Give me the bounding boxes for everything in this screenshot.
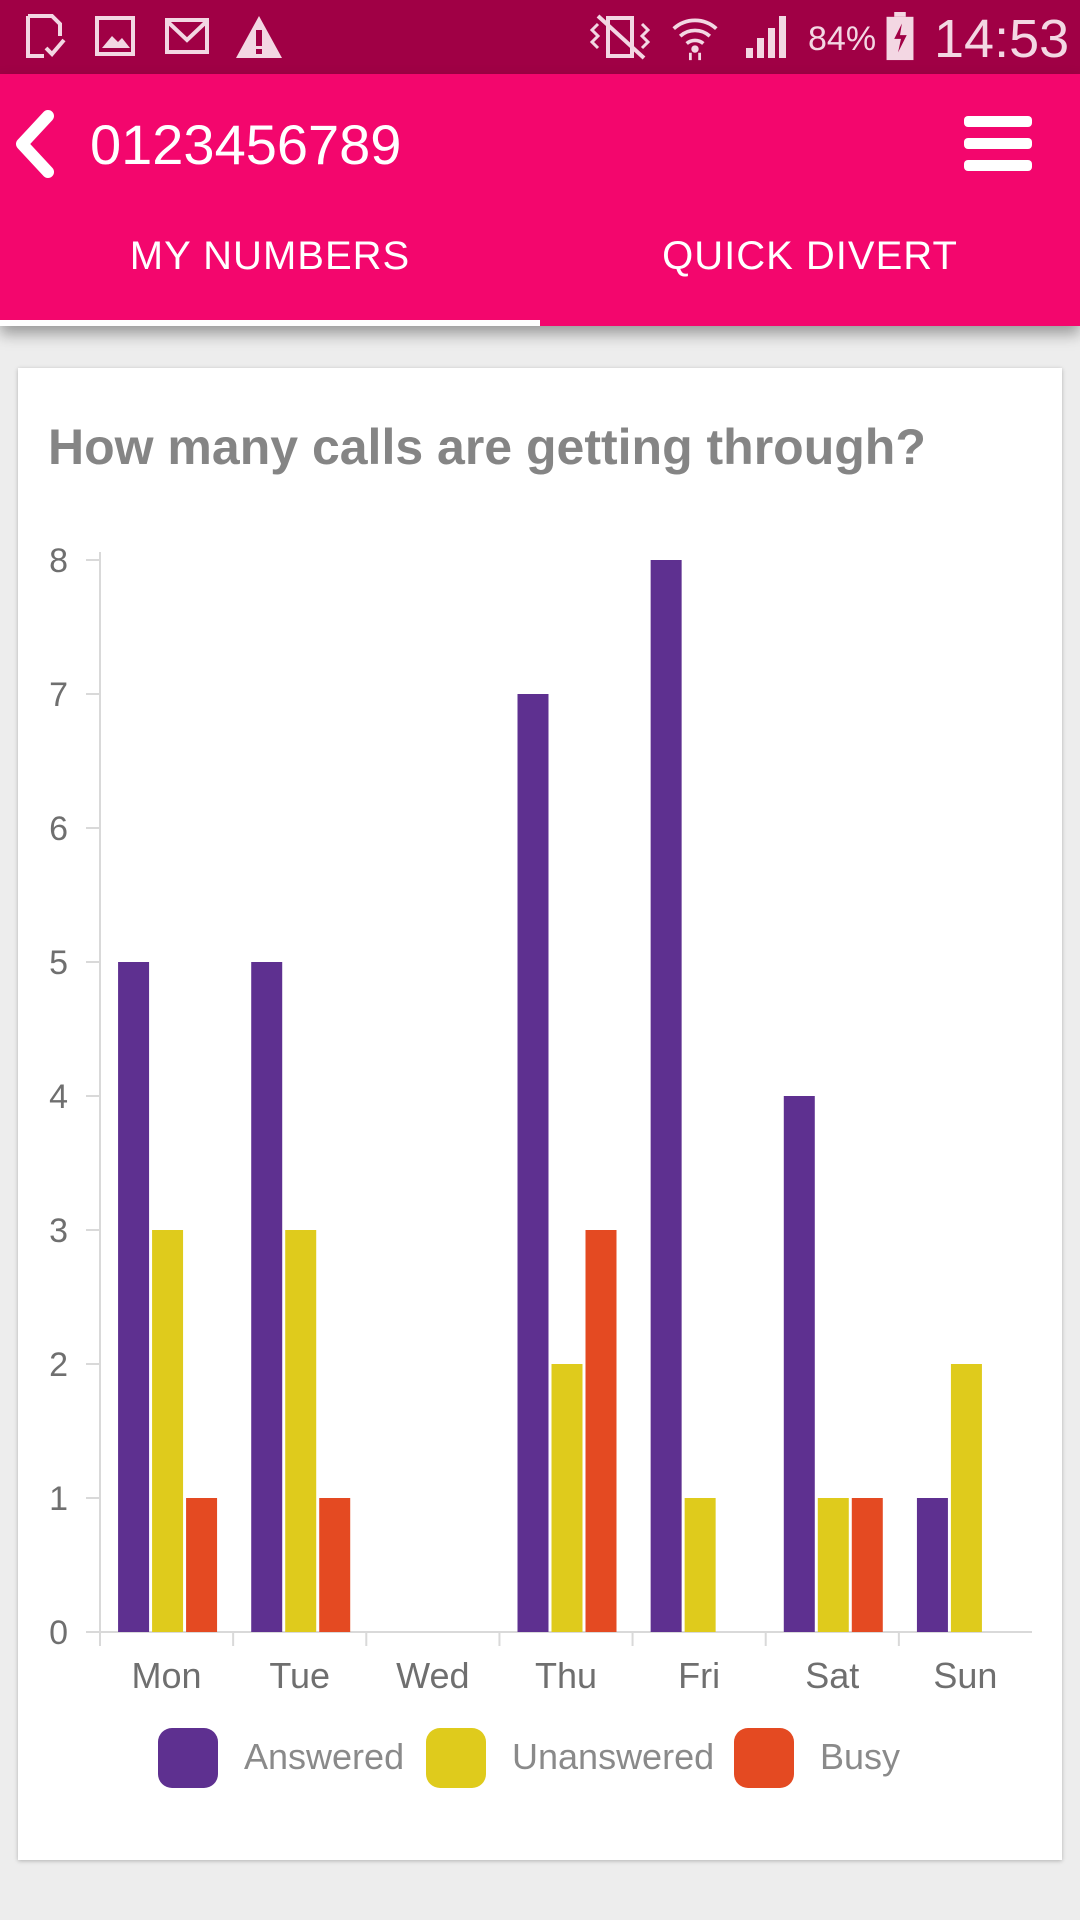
calls-chart-card: How many calls are getting through? 0 1 2 3… xyxy=(18,368,1062,1860)
calls-bar-chart: 0 1 2 3 4 5 6 7 8 Mon Tue Wed Thu Fri Sat Sun xyxy=(49,542,1032,1696)
x-tick-label: Wed xyxy=(396,1655,469,1696)
bar-answered-fri xyxy=(650,560,682,1632)
x-tick-label: Thu xyxy=(535,1655,597,1696)
clock: 14:53 xyxy=(934,9,1070,69)
legend-label-busy: Busy xyxy=(820,1736,901,1777)
page-title: 0123456789 xyxy=(90,113,402,176)
bar-busy-tue xyxy=(319,1498,351,1632)
bar-unanswered-thu xyxy=(551,1364,583,1632)
bar-unanswered-sat xyxy=(817,1498,849,1632)
x-tick-label: Mon xyxy=(132,1655,202,1696)
bar-unanswered-mon xyxy=(152,1230,184,1632)
y-tick-label: 4 xyxy=(49,1078,68,1116)
legend-swatch-answered xyxy=(158,1728,218,1788)
bar-busy-sat xyxy=(851,1498,883,1632)
legend-swatch-busy xyxy=(734,1728,794,1788)
legend-label-answered: Answered xyxy=(244,1736,405,1777)
bar-answered-mon xyxy=(118,962,150,1632)
gallery-icon xyxy=(95,16,135,56)
y-tick-label: 0 xyxy=(49,1614,68,1652)
warning-icon xyxy=(236,16,282,58)
status-bar: 84% 14:53 xyxy=(0,0,1080,74)
bar-answered-sun xyxy=(916,1498,948,1632)
bar-busy-mon xyxy=(186,1498,218,1632)
vibrate-icon xyxy=(589,14,651,60)
tab-quick-divert[interactable]: QUICK DIVERT xyxy=(662,234,958,278)
battery-charging-icon xyxy=(886,12,914,61)
y-tick-label: 5 xyxy=(49,944,68,982)
bar-unanswered-sun xyxy=(950,1364,982,1632)
y-tick-label: 2 xyxy=(49,1346,68,1384)
sim-check-icon xyxy=(26,14,66,58)
bar-answered-sat xyxy=(783,1096,815,1632)
x-tick-label: Sat xyxy=(805,1655,859,1696)
x-tick-label: Tue xyxy=(269,1655,330,1696)
y-tick-label: 1 xyxy=(49,1480,68,1518)
x-tick-label: Sun xyxy=(933,1655,997,1696)
hamburger-menu-icon[interactable] xyxy=(958,108,1038,178)
legend-label-unanswered: Unanswered xyxy=(512,1736,715,1777)
chevron-left-icon[interactable] xyxy=(8,104,68,184)
y-tick-label: 7 xyxy=(49,676,68,714)
battery-percent: 84% xyxy=(808,20,877,58)
tab-indicator xyxy=(0,320,540,326)
gmail-icon xyxy=(165,18,209,54)
y-tick-label: 3 xyxy=(49,1212,68,1250)
bar-unanswered-tue xyxy=(285,1230,317,1632)
legend-swatch-unanswered xyxy=(426,1728,486,1788)
signal-icon xyxy=(746,16,786,58)
card-title: How many calls are getting through? xyxy=(48,419,926,475)
y-tick-label: 8 xyxy=(49,542,68,580)
bar-unanswered-fri xyxy=(684,1498,716,1632)
bar-answered-thu xyxy=(517,694,549,1632)
tab-my-numbers[interactable]: MY NUMBERS xyxy=(129,234,411,278)
bar-busy-thu xyxy=(585,1230,617,1632)
y-tick-label: 6 xyxy=(49,810,68,848)
x-tick-label: Fri xyxy=(678,1655,720,1696)
app-bar: 0123456789 MY NUMBERS QUICK DIVERT xyxy=(0,74,1080,326)
bar-answered-tue xyxy=(251,962,283,1632)
wifi-icon xyxy=(672,18,718,61)
